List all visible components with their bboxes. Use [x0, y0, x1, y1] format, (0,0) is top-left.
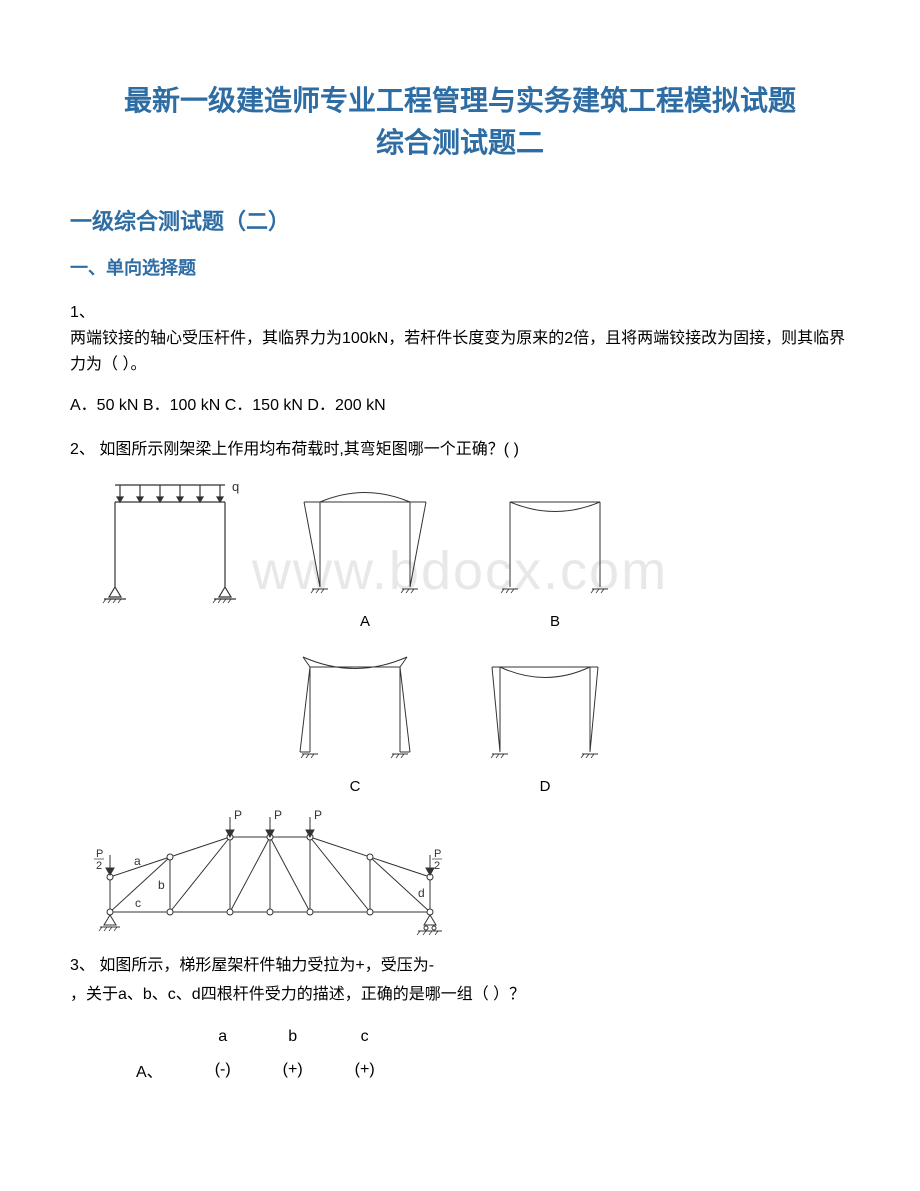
table-row: A、 (-) (+) (+) — [110, 1052, 401, 1088]
col-b: b — [257, 1022, 329, 1052]
option-d-svg — [470, 642, 620, 772]
svg-text:b: b — [158, 878, 165, 892]
load-label: q — [232, 479, 239, 494]
q1-options: A．50 kN B．100 kN C．150 kN D．200 kN — [70, 391, 850, 415]
q2-option-a: A — [290, 477, 440, 630]
row-label: A、 — [110, 1052, 189, 1088]
label-c: C — [350, 778, 361, 795]
sub-title: 一级综合测试题（二） — [70, 204, 850, 236]
svg-text:P: P — [274, 808, 282, 822]
label-d: D — [540, 778, 551, 795]
svg-text:c: c — [135, 896, 141, 910]
svg-text:P: P — [314, 808, 322, 822]
option-c-svg — [280, 642, 430, 772]
q3-text-line1: 3、 如图所示，梯形屋架杆件轴力受拉为+，受压为- — [70, 953, 850, 979]
label-a: A — [360, 613, 370, 630]
svg-text:2: 2 — [434, 860, 440, 872]
q3-truss-diagram: P P P P 2 P 2 a b c d — [90, 807, 850, 937]
svg-text:d: d — [418, 886, 425, 900]
svg-text:P: P — [96, 848, 103, 860]
q1-text: 两端铰接的轴心受压杆件，其临界力为100kN，若杆件长度变为原来的2倍，且将两端… — [70, 326, 850, 377]
cell-b: (+) — [257, 1052, 329, 1088]
title-line-1: 最新一级建造师专业工程管理与实务建筑工程模拟试题 — [124, 85, 796, 116]
svg-text:a: a — [134, 854, 141, 868]
q2-option-b: B — [480, 477, 630, 630]
truss-svg: P P P P 2 P 2 a b c d — [90, 807, 450, 937]
option-a-svg — [290, 477, 440, 607]
svg-text:P: P — [434, 848, 441, 860]
q3-table: a b c A、 (-) (+) (+) — [110, 1022, 850, 1088]
loaded-frame-svg: q — [90, 477, 250, 607]
section-title: 一、单向选择题 — [70, 254, 850, 280]
q2-diagram-row-2: C D — [70, 642, 850, 795]
q2-diagram-row-1: q — [70, 477, 850, 630]
col-c: c — [329, 1022, 401, 1052]
q2-text: 2、 如图所示刚架梁上作用均布荷载时,其弯矩图哪一个正确？( ) — [70, 437, 850, 463]
q3-text-line2: ，关于a、b、c、d四根杆件受力的描述，正确的是哪一组（ ）？ — [70, 982, 850, 1008]
q1-number: 1、 — [70, 298, 850, 322]
title-line-2: 综合测试题二 — [376, 127, 544, 158]
cell-c: (+) — [329, 1052, 401, 1088]
q2-option-d: D — [470, 642, 620, 795]
svg-text:2: 2 — [96, 860, 102, 872]
svg-text:P: P — [234, 808, 242, 822]
main-title: 最新一级建造师专业工程管理与实务建筑工程模拟试题 综合测试题二 — [70, 80, 850, 164]
col-a: a — [189, 1022, 257, 1052]
table-header-row: a b c — [110, 1022, 401, 1052]
q2-option-c: C — [280, 642, 430, 795]
cell-a: (-) — [189, 1052, 257, 1088]
option-b-svg — [480, 477, 630, 607]
label-b: B — [550, 613, 560, 630]
q2-loaded-frame: q — [90, 477, 250, 630]
